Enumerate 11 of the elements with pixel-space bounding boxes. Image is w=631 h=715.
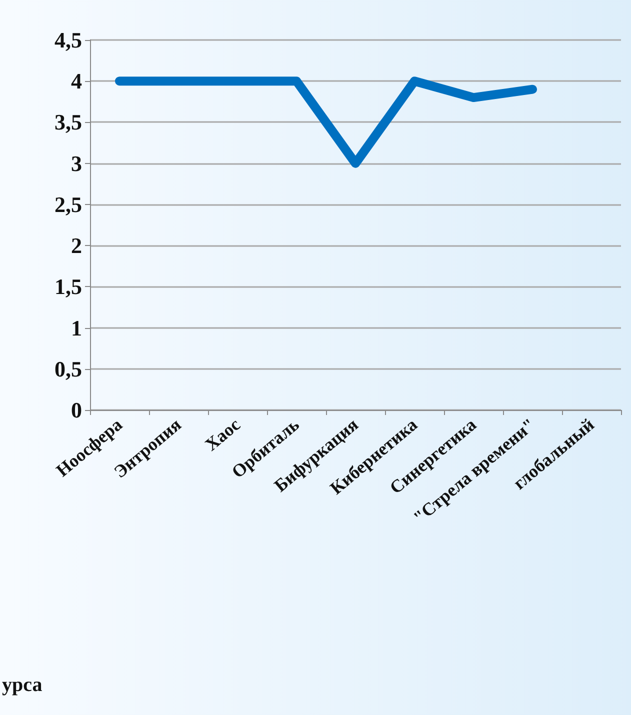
y-tick-label: 4,5 <box>54 28 82 52</box>
y-tick-label: 1,5 <box>54 274 82 300</box>
y-tick-label: 0,5 <box>54 356 82 382</box>
y-tick-label: 1 <box>71 315 82 340</box>
y-tick-label: 0 <box>71 398 82 422</box>
y-tick-label: 3 <box>71 150 82 176</box>
y-tick-label: 2 <box>71 233 82 258</box>
y-tick-label: 2,5 <box>54 192 82 217</box>
y-tick-label: 4 <box>71 68 82 94</box>
text: урса <box>2 674 42 696</box>
y-tick-label: 3,5 <box>54 110 82 135</box>
